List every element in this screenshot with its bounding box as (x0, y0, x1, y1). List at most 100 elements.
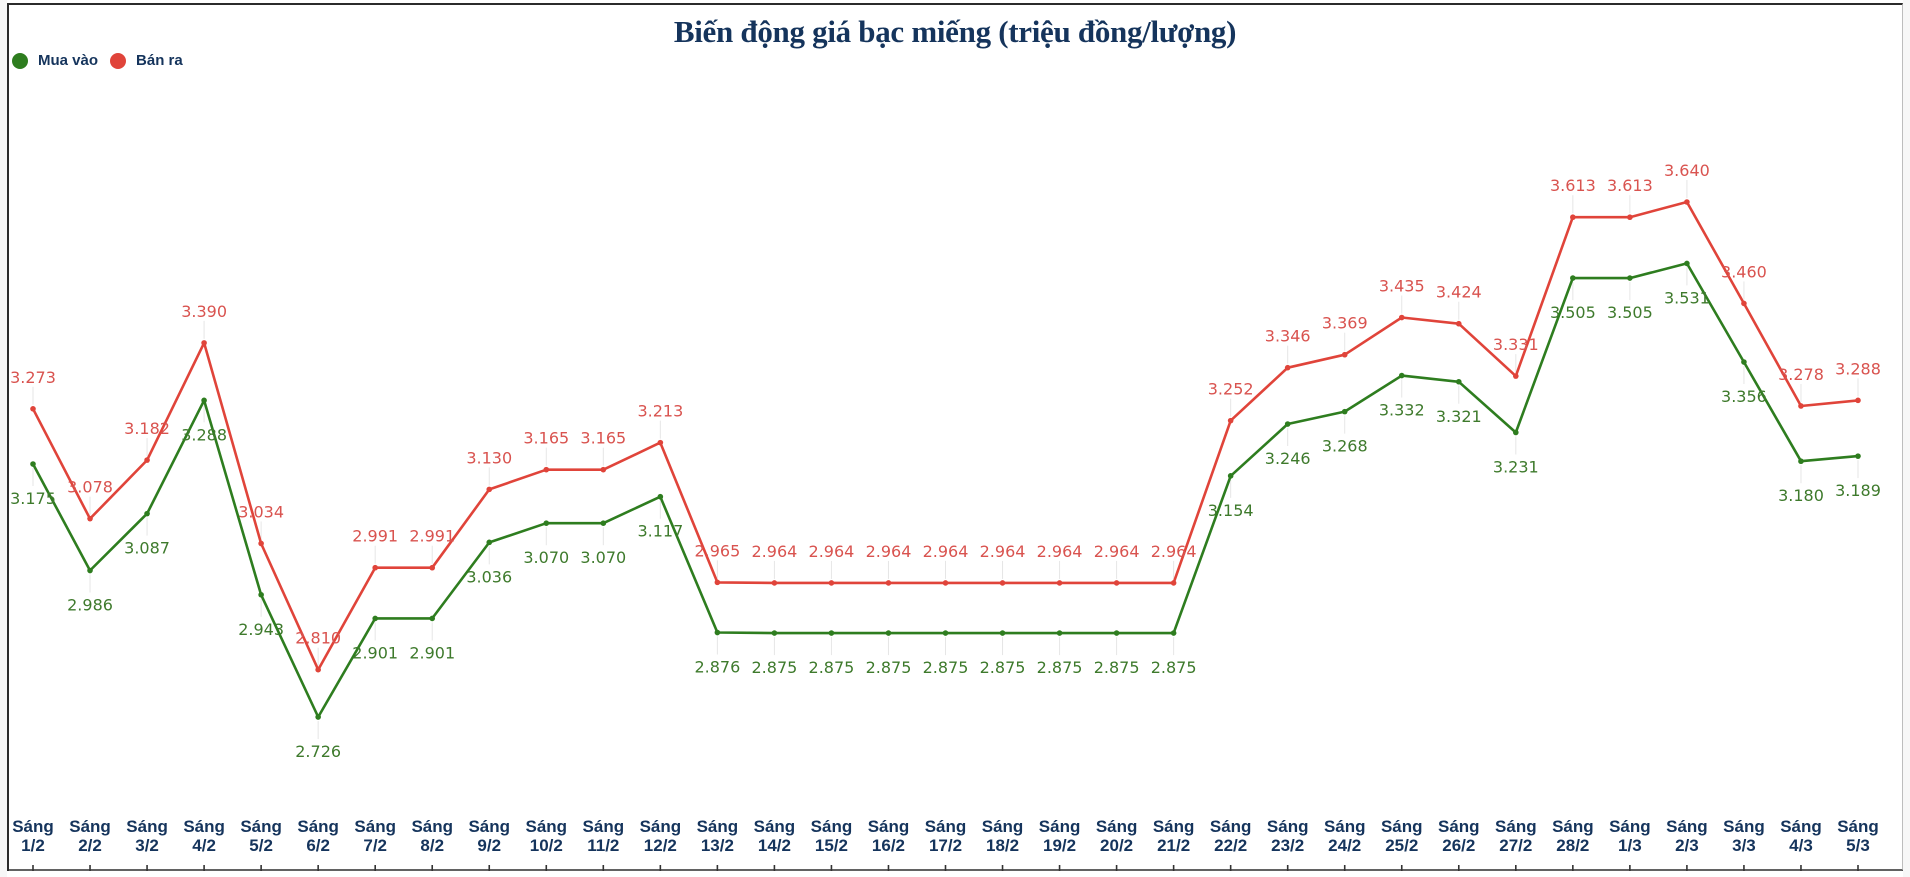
buy-data-point[interactable] (1684, 260, 1690, 267)
sell-data-point[interactable] (1284, 364, 1291, 371)
x-axis-label-line1: Sáng (697, 817, 739, 836)
x-axis-label-line1: Sáng (1210, 817, 1252, 836)
buy-data-point[interactable] (1513, 429, 1519, 436)
sell-value-label: 3.435 (1379, 277, 1425, 296)
sell-data-point[interactable] (657, 439, 664, 446)
buy-data-point[interactable] (600, 520, 607, 526)
buy-data-point[interactable] (942, 630, 949, 636)
sell-data-point[interactable] (828, 580, 835, 586)
buy-value-label: 2.986 (67, 596, 113, 615)
buy-data-point[interactable] (87, 567, 93, 574)
sell-data-point[interactable] (372, 564, 378, 571)
buy-value-label: 3.288 (181, 425, 227, 444)
sell-value-label: 3.273 (10, 368, 56, 387)
buy-data-point[interactable] (885, 630, 892, 636)
sell-data-point[interactable] (1113, 580, 1120, 586)
sell-data-point[interactable] (429, 564, 436, 571)
x-axis-label-line2: 27/2 (1499, 836, 1532, 855)
sell-data-point[interactable] (258, 540, 264, 547)
buy-value-label: 3.246 (1265, 449, 1311, 468)
sell-data-point[interactable] (1684, 199, 1690, 205)
buy-value-label: 3.268 (1322, 437, 1368, 456)
sell-data-point[interactable] (1056, 580, 1063, 586)
buy-data-point[interactable] (372, 615, 378, 622)
buy-value-label: 3.505 (1550, 303, 1596, 322)
buy-data-point[interactable] (1227, 473, 1234, 479)
x-axis-label-line2: 4/2 (192, 836, 216, 855)
buy-value-label: 2.901 (352, 643, 398, 662)
sell-data-point[interactable] (600, 466, 607, 473)
sell-data-point[interactable] (87, 515, 93, 522)
sell-data-point[interactable] (1741, 300, 1747, 307)
sell-data-point[interactable] (1341, 351, 1348, 358)
buy-data-point[interactable] (144, 510, 150, 517)
x-axis-label-line1: Sáng (411, 817, 453, 836)
buy-data-point[interactable] (771, 630, 778, 636)
buy-data-point[interactable] (1284, 421, 1291, 427)
buy-data-point[interactable] (543, 520, 550, 526)
buy-data-point[interactable] (999, 630, 1006, 636)
sell-data-point[interactable] (1455, 320, 1462, 327)
buy-data-point[interactable] (30, 461, 36, 467)
sell-data-point[interactable] (771, 580, 778, 586)
buy-value-label: 2.875 (866, 658, 912, 677)
sell-data-point[interactable] (543, 466, 550, 473)
buy-data-point[interactable] (1627, 275, 1633, 281)
buy-value-label: 3.070 (580, 548, 626, 567)
sell-data-point[interactable] (144, 457, 150, 463)
sell-value-label: 3.346 (1265, 327, 1311, 346)
buy-data-point[interactable] (486, 539, 493, 546)
x-axis-label-line2: 6/2 (306, 836, 330, 855)
sell-data-point[interactable] (999, 580, 1006, 586)
x-axis-label-line1: Sáng (69, 817, 111, 836)
buy-data-point[interactable] (1341, 408, 1348, 415)
x-axis-label-line1: Sáng (126, 817, 168, 836)
sell-data-point[interactable] (1170, 580, 1177, 586)
sell-data-point[interactable] (1627, 214, 1633, 221)
buy-data-point[interactable] (1170, 630, 1177, 636)
buy-data-point[interactable] (1455, 378, 1462, 385)
buy-value-label: 2.901 (409, 643, 455, 662)
sell-data-point[interactable] (1798, 403, 1804, 409)
buy-data-point[interactable] (657, 493, 664, 500)
sell-value-label: 2.964 (1151, 542, 1197, 561)
buy-data-point[interactable] (1398, 372, 1405, 379)
buy-data-point[interactable] (714, 629, 721, 636)
buy-value-label: 3.231 (1493, 457, 1539, 476)
buy-data-point[interactable] (429, 615, 436, 622)
sell-data-point[interactable] (201, 340, 207, 346)
x-axis-label-line1: Sáng (583, 817, 625, 836)
buy-data-point[interactable] (1056, 630, 1063, 636)
sell-data-point[interactable] (1855, 397, 1861, 404)
buy-data-point[interactable] (1113, 630, 1120, 636)
buy-value-label: 3.087 (124, 539, 170, 558)
sell-data-point[interactable] (1398, 314, 1405, 321)
sell-data-point[interactable] (486, 486, 493, 493)
sell-data-point[interactable] (30, 406, 36, 412)
buy-data-point[interactable] (828, 630, 835, 636)
sell-data-point[interactable] (1227, 417, 1234, 424)
buy-data-point[interactable] (258, 591, 264, 598)
buy-data-point[interactable] (201, 397, 207, 404)
x-axis-label-line1: Sáng (1381, 817, 1423, 836)
x-axis-label-line1: Sáng (12, 817, 54, 836)
legend-dot-buy-icon (12, 52, 28, 69)
sell-data-point[interactable] (714, 579, 721, 586)
sell-data-point[interactable] (1513, 373, 1519, 379)
x-axis-label-line1: Sáng (526, 817, 568, 836)
sell-value-label: 3.331 (1493, 335, 1539, 354)
buy-data-point[interactable] (1855, 453, 1861, 459)
legend-item-sell[interactable]: Bán ra (110, 52, 183, 69)
legend-item-buy[interactable]: Mua vào (12, 52, 98, 69)
sell-data-point[interactable] (1570, 214, 1576, 221)
sell-data-point[interactable] (315, 666, 321, 673)
buy-data-point[interactable] (1798, 458, 1804, 465)
x-axis-label-line1: Sáng (925, 817, 967, 836)
buy-data-point[interactable] (1741, 359, 1747, 365)
buy-data-point[interactable] (315, 714, 321, 720)
x-axis-label-line2: 22/2 (1214, 836, 1247, 855)
x-axis-label-line1: Sáng (240, 817, 282, 836)
sell-data-point[interactable] (885, 580, 892, 586)
sell-data-point[interactable] (942, 580, 949, 586)
buy-data-point[interactable] (1570, 275, 1576, 281)
